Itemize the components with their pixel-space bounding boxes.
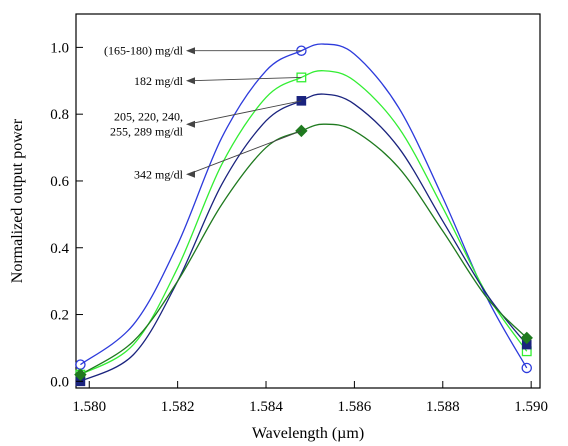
y-tick-label: 0.2 bbox=[50, 308, 69, 324]
x-tick-label: 1.584 bbox=[249, 399, 283, 415]
annotation-arrow-head bbox=[186, 170, 195, 178]
series-line-4 bbox=[80, 123, 528, 376]
x-tick-label: 1.586 bbox=[338, 399, 372, 415]
x-tick-label: 1.590 bbox=[514, 399, 548, 415]
data-point-series-1 bbox=[521, 362, 532, 374]
annotation-arrow-head bbox=[186, 47, 195, 55]
annotation-arrow-line bbox=[187, 100, 302, 125]
y-tick-label: 1.0 bbox=[50, 40, 69, 56]
data-point-series-4 bbox=[74, 368, 87, 381]
annotations-layer: (165-180) mg/dl 182 mg/dl 205, 220, 240,25… bbox=[104, 44, 302, 181]
annotation-label: 255, 289 mg/dl bbox=[110, 125, 184, 139]
data-point-series-3 bbox=[296, 96, 307, 106]
plot-frame bbox=[75, 13, 541, 389]
annotation-arrow-line bbox=[187, 76, 302, 82]
annotation-arrow-line bbox=[187, 130, 302, 175]
x-axis-title: Wavelength (µm) bbox=[252, 425, 364, 442]
y-tick-label: 0.6 bbox=[50, 174, 69, 190]
y-tick-label: 0.8 bbox=[50, 107, 69, 123]
annotation-label: 182 mg/dl bbox=[134, 74, 184, 88]
series-line-2 bbox=[80, 70, 528, 376]
annotation-arrow-head bbox=[186, 77, 195, 85]
series-layer bbox=[74, 43, 533, 387]
y-axis-title: Normalized output power bbox=[9, 118, 26, 283]
x-tick-label: 1.588 bbox=[426, 399, 460, 415]
y-tick-label: 0.4 bbox=[50, 241, 69, 257]
annotation-label: 205, 220, 240, bbox=[114, 110, 183, 124]
annotation-arrow-head bbox=[186, 120, 195, 128]
y-tick-label: 0.0 bbox=[50, 374, 69, 390]
annotation-label: (165-180) mg/dl bbox=[104, 44, 184, 58]
data-point-series-4 bbox=[520, 331, 533, 345]
x-tick-label: 1.580 bbox=[72, 399, 106, 415]
ticks-layer: 1.580 1.582 1.584 1.586 1.588 1.590 0.0 0.2 0.4 0… bbox=[50, 40, 548, 415]
series-line-1 bbox=[80, 43, 528, 369]
series-line-3 bbox=[80, 93, 528, 382]
annotation-label: 342 mg/dl bbox=[134, 167, 184, 181]
x-tick-label: 1.582 bbox=[161, 399, 195, 415]
